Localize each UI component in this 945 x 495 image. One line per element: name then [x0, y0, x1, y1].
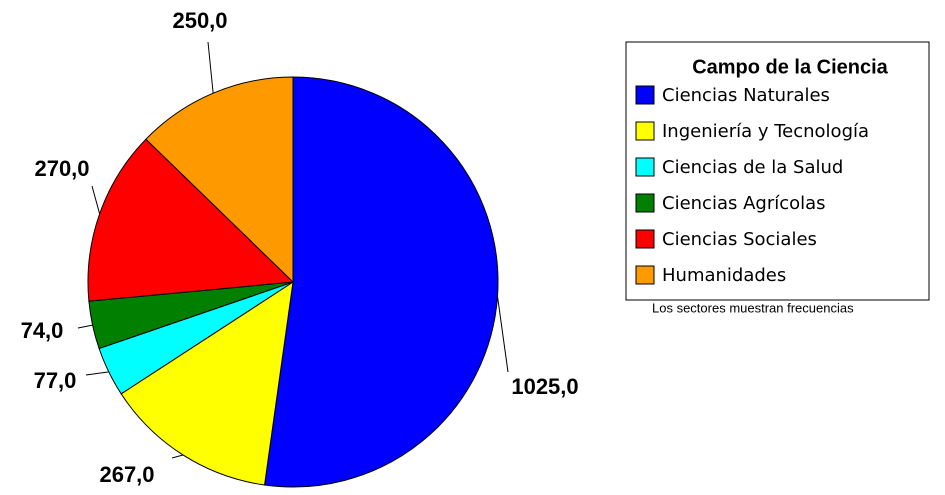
legend-label: Ciencias Sociales [662, 229, 817, 250]
data-label: 250,0 [172, 8, 227, 33]
legend-label: Ciencias Agrícolas [662, 193, 826, 214]
legend-label: Ciencias de la Salud [662, 157, 843, 178]
data-label: 74,0 [21, 318, 64, 343]
note: Los sectores muestran frecuencias [652, 300, 854, 315]
data-label: 270,0 [34, 156, 89, 181]
data-label: 1025,0 [511, 374, 578, 399]
leader-line [91, 185, 101, 215]
legend-swatch [635, 157, 655, 177]
legend-swatch [635, 265, 655, 285]
pie-slice [145, 76, 294, 284]
legend-label: Ciencias Naturales [662, 85, 830, 106]
leader-line [171, 454, 184, 459]
legend-swatch [635, 229, 655, 249]
leader-line [85, 371, 109, 376]
legend-label: Ingeniería y Tecnología [662, 121, 869, 142]
leader-line [497, 296, 509, 373]
data-label: 77,0 [34, 368, 77, 393]
legend-box [625, 41, 930, 301]
pie-slice [263, 76, 499, 488]
leader-line [77, 324, 93, 329]
pie-slice [87, 138, 295, 302]
leader-line [207, 41, 214, 94]
legend-swatch [635, 85, 655, 105]
pie-slice [120, 280, 294, 486]
legend-title: Campo de la Ciencia [692, 56, 888, 78]
legend-label: Humanidades [662, 265, 786, 286]
legend-swatch [635, 121, 655, 141]
data-label: 267,0 [99, 462, 154, 487]
legend-swatch [635, 193, 655, 213]
